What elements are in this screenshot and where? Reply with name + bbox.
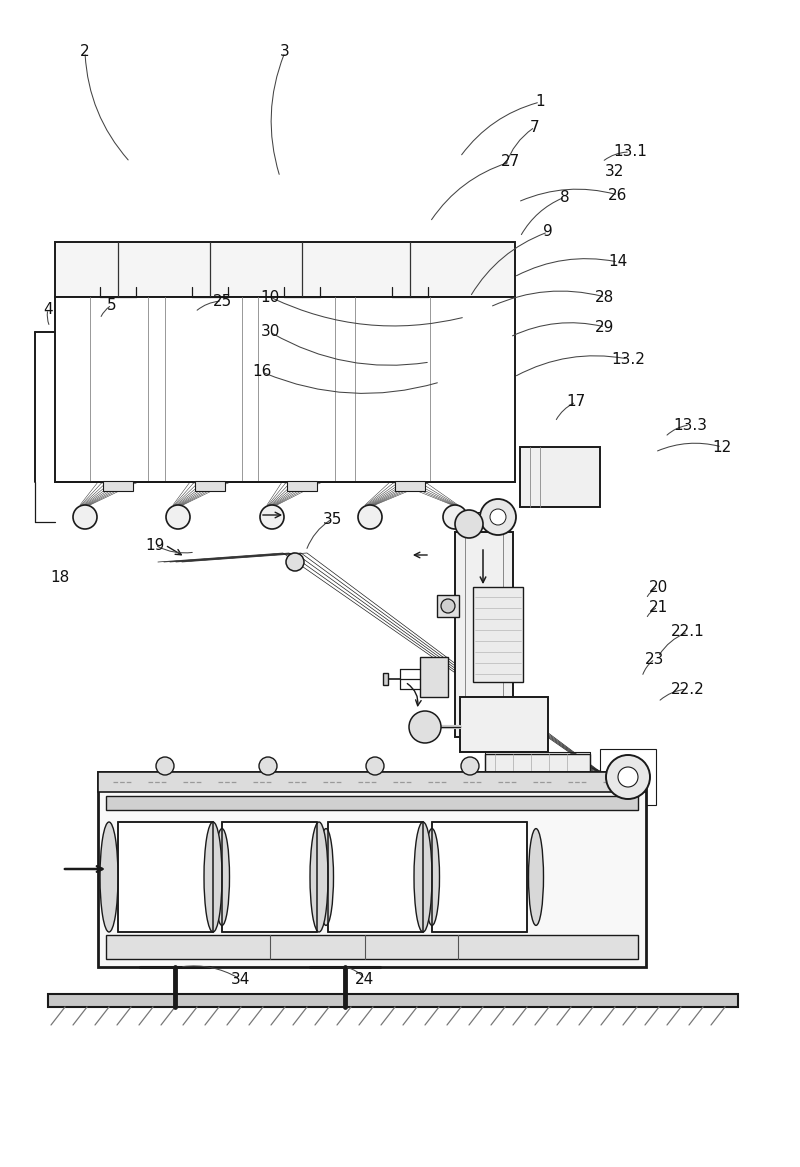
- Bar: [432, 822, 527, 932]
- Text: 29: 29: [595, 320, 614, 335]
- Ellipse shape: [100, 822, 118, 932]
- Circle shape: [358, 505, 382, 529]
- Circle shape: [480, 499, 516, 534]
- Circle shape: [461, 757, 479, 775]
- Bar: [432, 822, 527, 932]
- Ellipse shape: [310, 822, 328, 932]
- Bar: [106, 935, 638, 959]
- Text: 12: 12: [712, 440, 732, 454]
- Bar: [195, 481, 225, 491]
- Text: 27: 27: [500, 154, 520, 169]
- Bar: [600, 749, 656, 805]
- Circle shape: [618, 767, 638, 787]
- Bar: [98, 773, 646, 967]
- Text: 18: 18: [50, 569, 70, 585]
- Text: 22.2: 22.2: [671, 682, 705, 697]
- Bar: [222, 822, 317, 932]
- Text: 10: 10: [260, 289, 280, 305]
- Bar: [118, 822, 213, 932]
- Bar: [328, 822, 423, 932]
- Bar: [395, 481, 425, 491]
- Bar: [485, 754, 590, 782]
- Text: 35: 35: [322, 511, 342, 526]
- Ellipse shape: [318, 829, 334, 925]
- Bar: [118, 822, 213, 932]
- Ellipse shape: [204, 822, 222, 932]
- Text: 5: 5: [107, 298, 117, 313]
- Text: 23: 23: [646, 651, 665, 666]
- Circle shape: [606, 755, 650, 799]
- Text: 19: 19: [146, 538, 165, 552]
- Circle shape: [455, 510, 483, 538]
- Text: 16: 16: [252, 364, 272, 379]
- Bar: [328, 822, 423, 932]
- Circle shape: [259, 757, 277, 775]
- Ellipse shape: [425, 829, 439, 925]
- Text: 21: 21: [648, 600, 668, 615]
- Bar: [437, 595, 459, 617]
- Circle shape: [260, 505, 284, 529]
- Bar: [48, 994, 738, 1007]
- Text: 13.1: 13.1: [613, 145, 647, 160]
- Bar: [383, 673, 388, 685]
- Bar: [55, 242, 515, 296]
- Bar: [520, 447, 600, 506]
- Text: 32: 32: [604, 165, 624, 180]
- Circle shape: [443, 505, 467, 529]
- Text: 34: 34: [230, 971, 250, 986]
- Text: 22.1: 22.1: [671, 624, 705, 640]
- Text: 20: 20: [648, 580, 668, 594]
- Circle shape: [73, 505, 97, 529]
- Circle shape: [166, 505, 190, 529]
- Bar: [455, 532, 513, 738]
- Bar: [473, 587, 523, 682]
- Bar: [103, 481, 133, 491]
- Text: 8: 8: [560, 189, 570, 204]
- Text: 13.2: 13.2: [611, 351, 645, 366]
- Circle shape: [490, 509, 506, 525]
- Text: 25: 25: [212, 293, 232, 308]
- Text: 4: 4: [43, 301, 53, 316]
- Bar: [420, 657, 448, 697]
- Text: 14: 14: [608, 254, 628, 270]
- Text: 28: 28: [595, 289, 614, 305]
- Bar: [98, 773, 646, 792]
- Text: 9: 9: [543, 224, 553, 239]
- Ellipse shape: [529, 829, 543, 925]
- Ellipse shape: [414, 822, 432, 932]
- Circle shape: [441, 599, 455, 613]
- Bar: [460, 697, 548, 752]
- Circle shape: [286, 553, 304, 571]
- Bar: [287, 481, 317, 491]
- Text: 7: 7: [530, 119, 540, 134]
- Text: 17: 17: [566, 394, 586, 410]
- Text: 1: 1: [535, 95, 545, 110]
- Text: 24: 24: [355, 971, 374, 986]
- Text: 13.3: 13.3: [673, 418, 707, 433]
- Text: 2: 2: [80, 44, 90, 60]
- Circle shape: [366, 757, 384, 775]
- Bar: [222, 822, 317, 932]
- Circle shape: [156, 757, 174, 775]
- Bar: [55, 296, 515, 482]
- Text: 26: 26: [608, 188, 628, 203]
- Circle shape: [409, 711, 441, 743]
- Bar: [106, 796, 638, 810]
- Ellipse shape: [214, 829, 230, 925]
- Text: 30: 30: [260, 324, 280, 340]
- Text: 3: 3: [280, 44, 290, 60]
